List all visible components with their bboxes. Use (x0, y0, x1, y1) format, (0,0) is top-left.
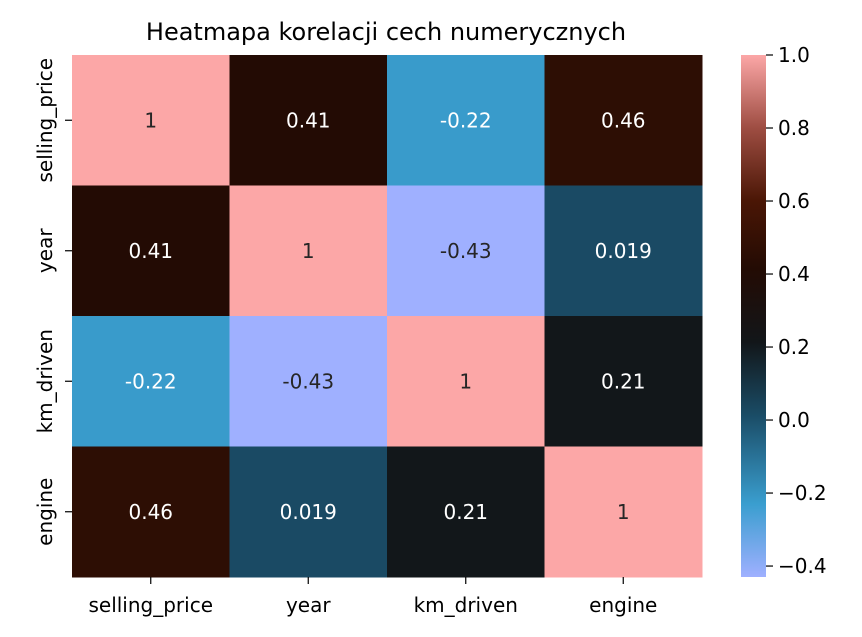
heatmap-cell-labels: 1 0.41 -0.22 0.46 0.41 1 -0.43 0.019 -0.22 -0.43 1… (125, 108, 652, 524)
heatmap-cell (72, 185, 230, 317)
cell-value-label: -0.43 (282, 369, 334, 393)
cell-value-label: 0.21 (443, 500, 488, 524)
colorbar-tick-label: 0.0 (778, 408, 810, 432)
cell-value-label: 0.46 (128, 500, 173, 524)
heatmap-cell (72, 446, 230, 578)
cell-value-label: -0.43 (440, 239, 492, 263)
heatmap-cell (387, 446, 545, 578)
cell-value-label: 0.21 (601, 369, 646, 393)
colorbar-tick-label: −0.2 (778, 481, 827, 505)
colorbar-tick-label: 1.0 (778, 43, 810, 67)
heatmap-cell (229, 446, 388, 578)
colorbar-tick-label: 0.8 (778, 116, 810, 140)
cell-value-label: 0.46 (601, 108, 646, 132)
x-tick-label: year (286, 593, 331, 617)
x-tick-label: selling_price (88, 593, 213, 617)
colorbar-tick-label: −0.4 (778, 554, 827, 578)
x-axis: selling_price year km_driven engine (88, 577, 657, 617)
heatmap-cell (544, 316, 703, 447)
cell-value-label: -0.22 (440, 108, 492, 132)
y-tick-label: engine (33, 478, 57, 546)
heatmap-cell (72, 55, 230, 186)
cell-value-label: 1 (459, 369, 472, 393)
y-tick-label: selling_price (33, 58, 57, 183)
heatmap-cells (72, 55, 703, 578)
chart-title: Heatmapa korelacji cech numerycznych (146, 18, 626, 46)
heatmap-cell (544, 185, 703, 317)
colorbar-tick-label: 0.2 (778, 335, 810, 359)
colorbar-tick-label: 0.6 (778, 189, 810, 213)
colorbar-gradient (741, 55, 766, 577)
colorbar-ticks: 1.0 0.8 0.6 0.4 0.2 0.0 −0.2 −0.4 (766, 43, 827, 578)
heatmap-cell (229, 316, 388, 447)
heatmap-cell (229, 185, 388, 317)
x-tick-label: km_driven (414, 593, 518, 617)
cell-value-label: 1 (144, 108, 157, 132)
heatmap-cell (387, 55, 545, 186)
cell-value-label: 1 (617, 500, 630, 524)
x-tick-label: engine (589, 593, 657, 617)
heatmap-cell (229, 55, 388, 186)
cell-value-label: 0.019 (595, 239, 652, 263)
cell-value-label: -0.22 (125, 369, 177, 393)
y-tick-label: year (33, 228, 57, 273)
heatmap-cell (544, 55, 703, 186)
cell-value-label: 1 (302, 239, 315, 263)
heatmap-cell (387, 316, 545, 447)
cell-value-label: 0.41 (128, 239, 173, 263)
colorbar-tick-label: 0.4 (778, 262, 810, 286)
cell-value-label: 0.41 (286, 108, 331, 132)
heatmap-cell (72, 316, 230, 447)
colorbar: 1.0 0.8 0.6 0.4 0.2 0.0 −0.2 −0.4 (741, 43, 827, 578)
heatmap-cell (387, 185, 545, 317)
y-tick-label: km_driven (33, 329, 57, 433)
cell-value-label: 0.019 (280, 500, 337, 524)
heatmap-cell (544, 446, 703, 578)
